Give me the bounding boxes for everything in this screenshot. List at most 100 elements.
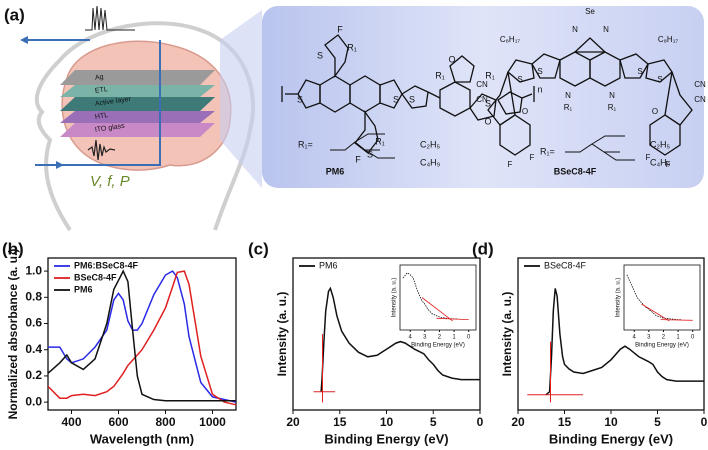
atom-label: F [337,24,343,34]
x-tick-label: 4 [633,335,637,341]
panel-label: (d) [472,239,494,258]
atom-label: N [609,91,615,100]
atom-label: O [448,54,455,64]
panel-label: (a) [4,5,25,24]
atom-label: Se [585,7,595,16]
y-tick-label: 0.0 [25,394,42,408]
inset-line [402,272,457,320]
inset-line [626,274,681,320]
atom-label: O [522,107,528,116]
x-tick-label: 0 [467,335,471,341]
atom-label: N [565,91,571,100]
x-tick-label: 1 [676,335,680,341]
atom-label: S [297,94,303,104]
y-tick-label: 0.6 [25,316,42,330]
y-axis-label: Normalized absorbance (a. u.) [6,249,20,420]
molecule-name: BSeC8-4F [554,166,597,176]
atom-label: S [637,67,642,76]
series-line [545,288,704,396]
x-tick-label: 5 [430,415,437,429]
inset-fit-line [436,317,469,320]
x-axis-label: Binding Energy (eV) [324,431,448,446]
x-tick-label: 15 [558,415,572,429]
alkyl-chain [330,133,395,159]
atom-label: R₁ [564,103,573,112]
panel-label: (c) [248,239,269,258]
atom-label: N [572,25,578,34]
x-tick-label: 10 [380,415,394,429]
r-group: C₂H₅ [420,139,440,149]
x-tick-label: 3 [647,335,651,341]
series-line [47,269,236,402]
inset-frame [399,264,477,331]
x-tick-label: 0 [701,415,708,429]
r-group-label: R₁= [298,139,313,149]
atom-label: S [657,75,662,84]
x-tick-label: 0 [691,335,695,341]
atom-label: S [367,149,373,159]
y-tick-label: 1.0 [25,263,42,277]
layer-label: Ag [95,74,105,82]
y-tick-label: 0.2 [25,368,42,382]
atom-label: S [393,94,399,104]
x-tick-label: 20 [511,415,525,429]
y-axis-label: Intensity (a. u.) [500,292,514,377]
y-axis-label: Intensity (a. u.) [616,278,622,318]
atom-label: O [652,107,658,116]
sound-wave [87,139,116,161]
inset-fit-line [660,319,693,321]
legend-label: PM6 [319,260,338,270]
x-tick-label: 2 [438,335,442,341]
atom-label: CN [694,95,706,104]
y-tick-label: 0.8 [25,289,42,303]
r-group: C₂H₅ [650,139,670,149]
x-tick-label: 20 [286,415,300,429]
output-label: V, f, P [90,173,130,190]
atom-label: R₁ [485,70,495,80]
x-tick-label: 600 [108,415,128,429]
x-tick-label: 4 [409,335,413,341]
plot-frame [47,257,237,411]
atom-label: S [409,94,415,104]
y-axis-label: Intensity (a. u.) [392,278,398,318]
layer-label: HTL [95,112,109,121]
inset-fit-line [641,303,670,322]
atom-label: R₁ [347,42,357,52]
atom-label: S [485,98,491,108]
atom-label: CN [694,80,706,89]
zoom-wedge [220,10,262,188]
inset-fit-line [421,297,453,322]
atom-label: S [317,50,323,60]
atom-label: R₁ [608,103,617,112]
atom-label: C₈H₁₇ [500,35,521,44]
atom-label: N [603,25,609,34]
y-axis-label: Intensity (a. u.) [275,292,289,377]
atom-label: F [508,160,513,169]
x-axis-label: Wavelength (nm) [90,431,194,446]
atom-label: R₁ [435,70,445,80]
legend-label: BSeC8-4F [544,260,587,270]
x-tick-label: 3 [423,335,427,341]
x-tick-label: 15 [333,415,347,429]
series-line [320,286,480,392]
series-line [48,270,237,403]
x-tick-label: 5 [654,415,661,429]
legend-label: PM6:BSeC8-4F [74,260,139,270]
r-group: C₄H₉ [650,157,671,167]
atom-label: n [537,84,542,94]
layer-label: ETL [95,86,109,95]
arrow-head [20,36,28,44]
r-group-label: R₁= [540,146,555,156]
atom-label: CN [476,95,488,104]
y-tick-label: 0.4 [25,342,42,356]
signal-wire [35,40,161,166]
atom-label: F [530,153,535,162]
inset-frame [623,264,701,331]
atom-label: C₈H₁₇ [658,35,679,44]
atom-label: F [666,160,671,169]
x-tick-label: 1 [452,335,456,341]
atom-label: S [517,75,522,84]
r-group: C₄H₉ [420,157,441,167]
molecule-name: PM6 [326,166,345,176]
